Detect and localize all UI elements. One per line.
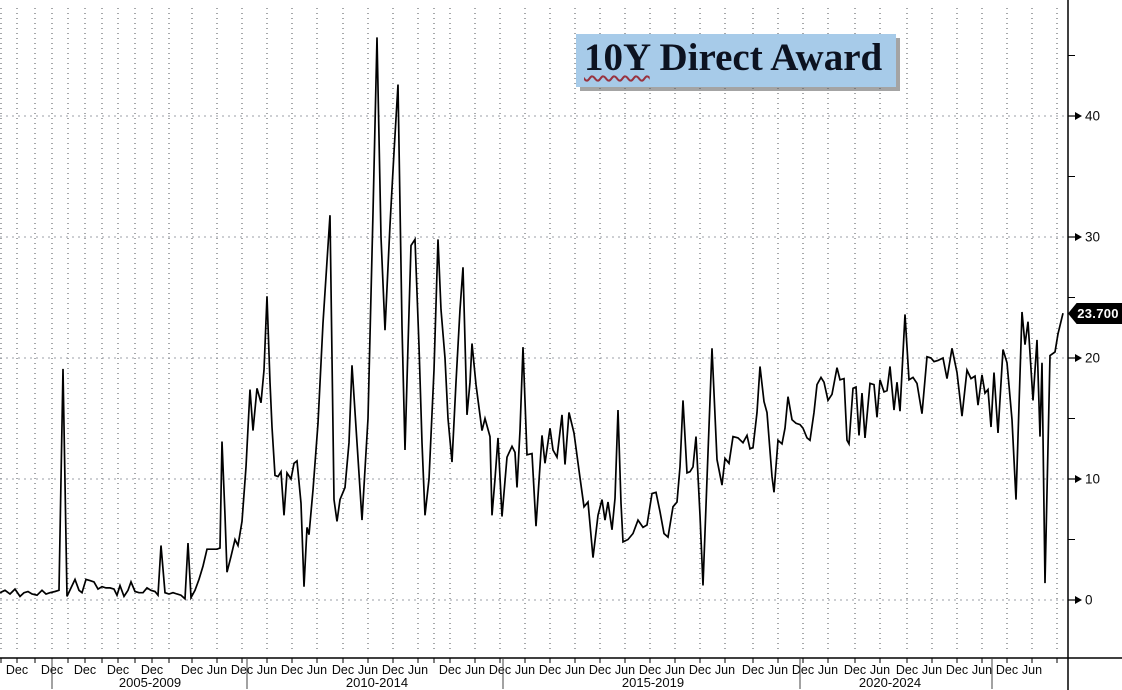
x-tick-label: Dec [107, 663, 129, 677]
x-tick-label: Dec [589, 663, 611, 677]
x-tick-label: Dec [489, 663, 511, 677]
x-tick-label: Dec [689, 663, 711, 677]
x-tick-label: Dec [639, 663, 661, 677]
x-tick-label: Jun [972, 663, 992, 677]
y-tick-label: 0 [1085, 593, 1093, 608]
x-tick-label: Dec [141, 663, 163, 677]
x-tick-label: Jun [465, 663, 485, 677]
y-tick-arrow-icon [1075, 475, 1082, 483]
x-tick-label: Jun [922, 663, 942, 677]
x-tick-label: Dec [439, 663, 461, 677]
year-group-label: 2005-2009 [119, 675, 181, 690]
x-tick-label: Jun [207, 663, 227, 677]
x-tick-label: Dec [74, 663, 96, 677]
x-tick-label: Jun [257, 663, 277, 677]
x-tick-label: Dec [281, 663, 303, 677]
y-tick-label: 20 [1085, 351, 1100, 366]
x-tick-label: Dec [742, 663, 764, 677]
x-tick-label: Dec [946, 663, 968, 677]
x-tick-label: Jun [665, 663, 685, 677]
x-tick-label: Jun [1022, 663, 1042, 677]
y-tick-label: 10 [1085, 472, 1100, 487]
x-tick-label: Jun [565, 663, 585, 677]
y-tick-arrow-icon [1075, 596, 1082, 604]
year-group-label: 2010-2014 [346, 675, 408, 690]
x-tick-label: Jun [408, 663, 428, 677]
x-tick-label: Dec [6, 663, 28, 677]
x-tick-label: Dec [792, 663, 814, 677]
y-tick-arrow-icon [1075, 233, 1082, 241]
x-tick-label: Jun [615, 663, 635, 677]
y-tick-arrow-icon [1075, 354, 1082, 362]
y-tick-label: 40 [1085, 109, 1100, 124]
last-value-text: 23.700 [1077, 306, 1119, 321]
x-tick-label: Dec [332, 663, 354, 677]
y-tick-arrow-icon [1075, 112, 1082, 120]
x-tick-label: Dec [844, 663, 866, 677]
x-tick-label: Jun [715, 663, 735, 677]
x-tick-label: Jun [818, 663, 838, 677]
chart-title-10y: 10Y [584, 36, 650, 79]
data-line-10y-direct-award [0, 37, 1064, 601]
last-value-label: 23.700 [1068, 303, 1122, 324]
x-tick-label: Jun [358, 663, 378, 677]
year-group-label: 2015-2019 [622, 675, 684, 690]
x-tick-label: Jun [307, 663, 327, 677]
x-tick-label: Jun [870, 663, 890, 677]
x-tick-label: Dec [896, 663, 918, 677]
x-tick-label: Dec [231, 663, 253, 677]
x-tick-label: Dec [382, 663, 404, 677]
x-tick-label: Jun [768, 663, 788, 677]
year-group-label: 2020-2024 [859, 675, 921, 690]
x-tick-label: Jun [515, 663, 535, 677]
x-tick-label: Dec [996, 663, 1018, 677]
x-tick-label: Dec [181, 663, 203, 677]
chart-title-box: 10Y Direct Award [576, 34, 897, 87]
y-tick-label: 30 [1085, 230, 1100, 245]
chart-title-rest: Direct Award [649, 36, 883, 79]
x-tick-label: Dec [539, 663, 561, 677]
